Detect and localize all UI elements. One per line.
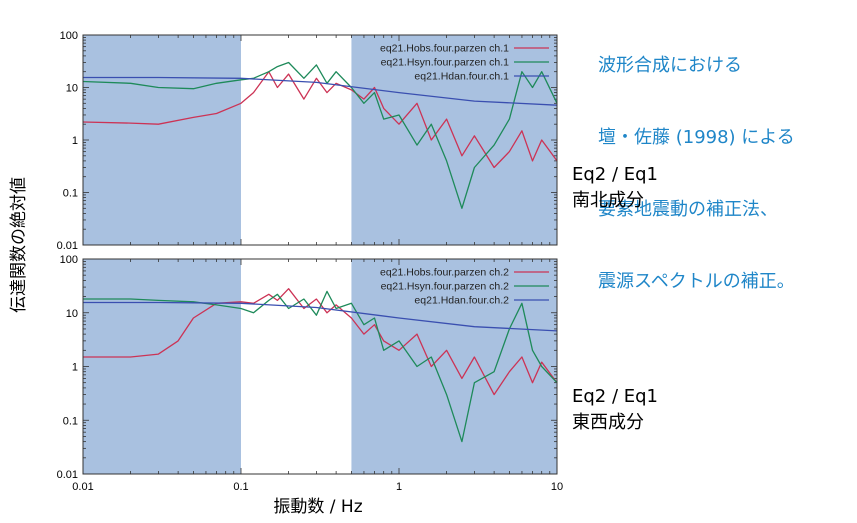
shaded-band-1 [83,259,241,474]
legend-label: eq21.Hdan.four.ch.2 [414,295,509,307]
plot-frame [82,34,558,246]
y-tick-label: 0.1 [63,188,78,200]
annotation-line-4: 震源スペクトルの補正。 [598,271,795,292]
annotation-line-2: 壇・佐藤 (1998) による [598,127,795,148]
y-tick-label: 0.01 [57,469,78,481]
y-tick-label: 1 [72,135,78,147]
series-line-syn [83,61,557,209]
x-tick-label: 0.1 [233,481,248,493]
plot-frame [82,258,558,475]
annotation-line-3: 要素地震動の補正法、 [598,199,778,220]
annotation-note: 波形合成における 壇・佐藤 (1998) による 要素地震動の補正法、 震源スペ… [598,6,795,318]
y-axis-label: 伝達関数の絶対値 [9,177,29,313]
y-tick-label: 10 [66,83,78,95]
y-tick-label: 10 [66,308,78,320]
y-tick-label: 100 [60,30,78,42]
x-tick-label: 10 [551,481,563,493]
shaded-band-2 [351,35,557,245]
shaded-band-1 [83,35,241,245]
legend-label: eq21.Hsyn.four.parzen ch.1 [381,57,510,69]
x-tick-label: 1 [396,481,402,493]
legend: eq21.Hobs.four.parzen ch.1 eq21.Hsyn.four… [380,43,549,83]
series-line-dan [83,76,557,106]
series-line-dan [83,301,557,332]
legend-label: eq21.Hdan.four.ch.1 [414,71,509,83]
x-tick-label: 0.01 [72,481,93,493]
side-label-bottom-component: 東西成分 [572,412,644,433]
y-tick-label: 1 [72,362,78,374]
side-label-top: Eq2 / Eq1 南北成分 [572,162,658,214]
side-label-top-ratio: Eq2 / Eq1 [572,164,659,185]
annotation-line-1: 波形合成における [598,55,742,76]
series-line-syn [83,290,557,443]
chart-panel-bottom: 0.01 0.1 1 10 100 0.01 0.1 1 10 eq21.Hobs.four.pa… [57,254,564,493]
legend-label: eq21.Hobs.four.parzen ch.1 [380,43,509,55]
y-tick-label: 100 [60,254,78,266]
side-label-top-component: 南北成分 [572,190,644,211]
legend: eq21.Hobs.four.parzen ch.2 eq21.Hsyn.four… [380,267,549,307]
side-label-bottom: Eq2 / Eq1 東西成分 [572,384,658,436]
shaded-band-2 [351,259,557,474]
y-tick-label: 0.1 [63,415,78,427]
legend-label: eq21.Hobs.four.parzen ch.2 [380,267,509,279]
x-axis-label: 振動数 / Hz [273,497,362,517]
y-tick-label: 0.01 [57,240,78,252]
side-label-bottom-ratio: Eq2 / Eq1 [572,386,659,407]
legend-label: eq21.Hsyn.four.parzen ch.2 [381,281,510,293]
